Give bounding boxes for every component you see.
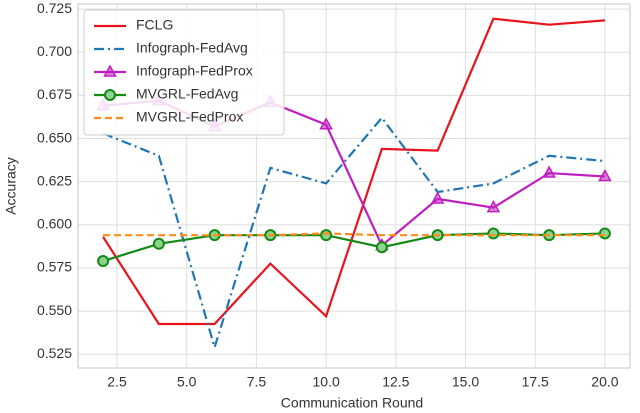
y-tick-label: 0.550 bbox=[37, 302, 72, 318]
y-tick-label: 0.575 bbox=[37, 259, 72, 275]
x-tick-label: 2.5 bbox=[107, 374, 127, 390]
y-tick-label: 0.625 bbox=[37, 172, 72, 188]
x-tick-label: 10.0 bbox=[312, 374, 339, 390]
y-tick-label: 0.675 bbox=[37, 86, 72, 102]
series-line bbox=[102, 116, 606, 352]
y-tick-label: 0.725 bbox=[37, 0, 72, 16]
marker bbox=[375, 241, 388, 254]
legend-label: MVGRL-FedAvg bbox=[136, 86, 238, 102]
x-tick-label: 12.5 bbox=[382, 374, 409, 390]
x-tick-label: 17.5 bbox=[522, 374, 549, 390]
legend-frame bbox=[83, 9, 285, 136]
marker bbox=[487, 227, 500, 240]
legend-marker bbox=[103, 64, 117, 77]
y-tick-label: 0.700 bbox=[37, 43, 72, 59]
legend-label: MVGRL-FedProx bbox=[136, 109, 243, 125]
marker bbox=[97, 255, 110, 268]
y-tick-label: 0.525 bbox=[37, 345, 72, 361]
x-tick-label: 5.0 bbox=[177, 374, 197, 390]
series-line bbox=[103, 232, 605, 237]
x-tick-label: 15.0 bbox=[452, 374, 479, 390]
series-line bbox=[102, 17, 605, 326]
x-tick-label: 7.5 bbox=[247, 374, 267, 390]
x-axis-label: Communication Round bbox=[281, 395, 423, 411]
marker bbox=[542, 165, 556, 178]
marker bbox=[319, 117, 333, 130]
legend-marker bbox=[104, 89, 116, 101]
marker bbox=[598, 227, 611, 240]
y-axis-label: Accuracy bbox=[3, 157, 19, 215]
plot-frame bbox=[77, 3, 631, 369]
marker bbox=[152, 237, 165, 250]
marker bbox=[486, 200, 501, 213]
legend-label: Infograph-FedProx bbox=[136, 63, 253, 79]
legend-label: FCLG bbox=[136, 17, 173, 33]
marker bbox=[430, 191, 445, 204]
marker bbox=[320, 229, 333, 242]
y-tick-label: 0.650 bbox=[37, 129, 72, 145]
x-tick-label: 20.0 bbox=[591, 374, 618, 390]
series-line bbox=[102, 232, 605, 263]
legend-label: Infograph-FedAvg bbox=[136, 40, 248, 56]
marker bbox=[598, 168, 612, 182]
y-tick-label: 0.600 bbox=[37, 216, 72, 232]
